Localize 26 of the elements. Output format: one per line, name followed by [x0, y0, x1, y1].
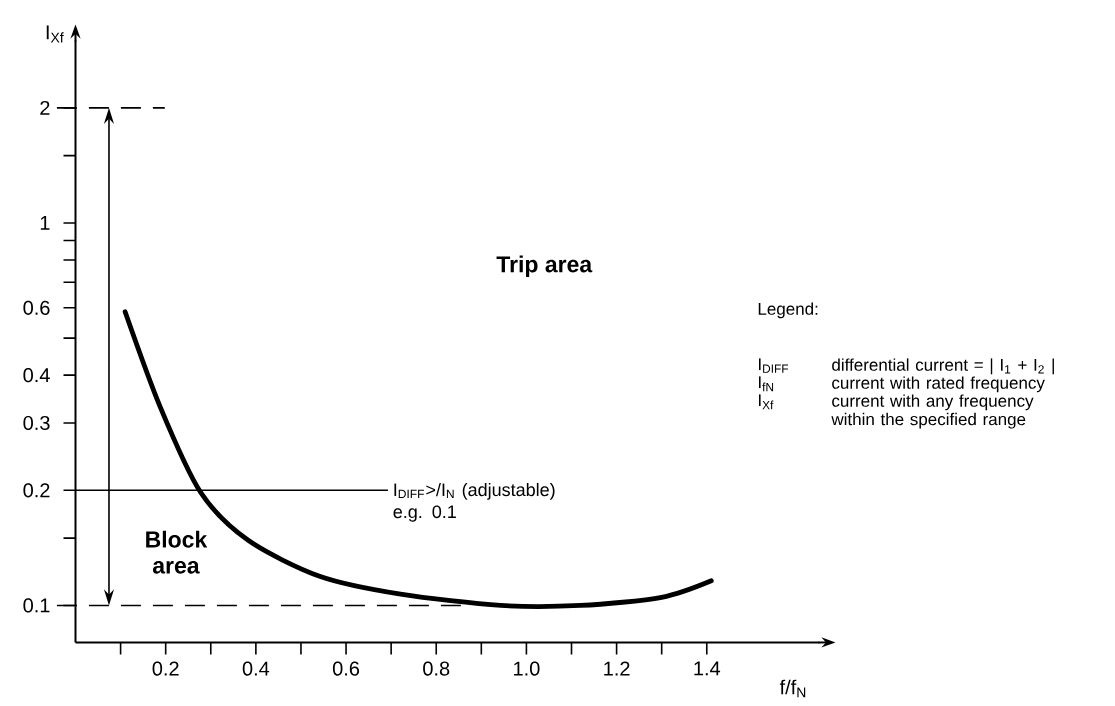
- x-axis-title: f/f$_{N}$: [779, 679, 806, 698]
- text: differential current = | I$_{1}$ + I$_{2}$ |: [832, 358, 1054, 375]
- y-axis-title: I$_{Xf}$: [46, 25, 64, 43]
- y-tick-label: 0.1: [23, 598, 50, 613]
- y-tick-label: 0.6: [23, 300, 50, 315]
- x-tick-label: 1.0: [514, 661, 540, 676]
- y-tick-label: 2: [40, 100, 50, 115]
- annotation: I$_{DIFF}$: [758, 358, 789, 373]
- x-tick-label: 1.4: [694, 661, 721, 676]
- annotation: Legend:: [758, 302, 818, 319]
- x-tick-label: 0.6: [332, 661, 360, 676]
- annotation: Block area: [146, 530, 208, 574]
- annotation: Trip area: [496, 255, 593, 277]
- y-tick-label: 0.4: [23, 368, 50, 383]
- x-tick-label: 0.8: [423, 661, 450, 676]
- ref-line-label: I$_{DIFF}$>/I$_{N}$ (adjustable) e.g. 0.1: [393, 482, 555, 522]
- x-tick-label: 1.2: [604, 661, 630, 676]
- x-tick-label: 0.4: [242, 661, 270, 676]
- text: current with any frequency within the specified range: [831, 394, 1034, 429]
- y-tick-label: 0.3: [23, 415, 50, 431]
- text: current with rated frequency: [832, 376, 1045, 393]
- annotation: I$_{Xf}$: [758, 394, 774, 410]
- y-tick-label: 0.2: [23, 483, 50, 498]
- x-tick-label: 0.2: [152, 661, 179, 676]
- y-tick-label: 1: [40, 216, 50, 230]
- annotation: I$_{fN}$: [758, 376, 774, 392]
